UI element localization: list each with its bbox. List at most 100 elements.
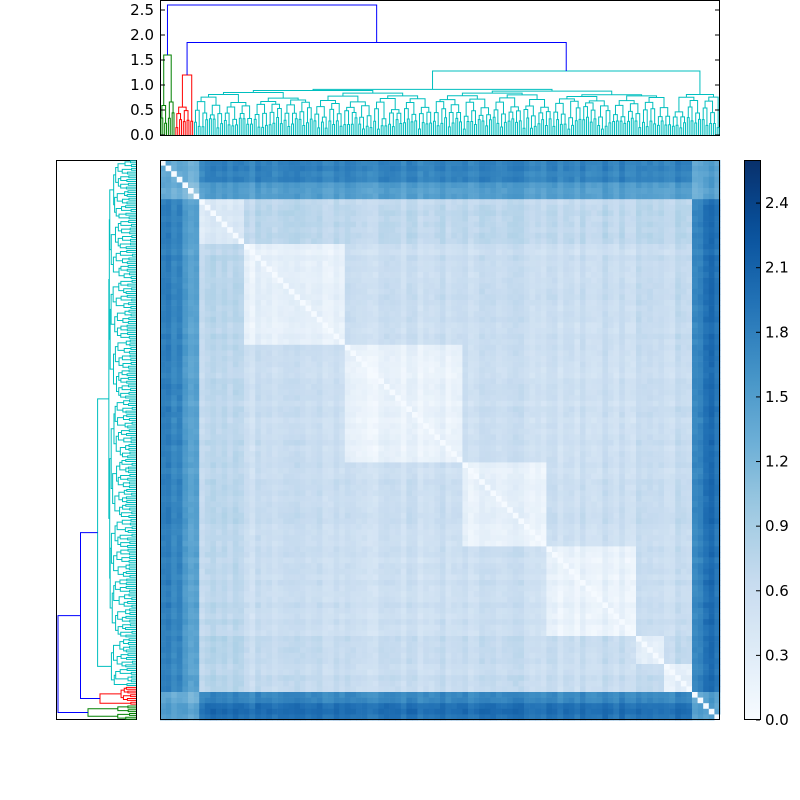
- heatmap-cell: [328, 283, 334, 290]
- heatmap-cell: [445, 328, 452, 334]
- heatmap-cell: [557, 384, 564, 390]
- heatmap-cell: [283, 316, 290, 323]
- heatmap-cell: [613, 165, 620, 172]
- heatmap-cell: [692, 272, 698, 278]
- heatmap-cell: [591, 171, 598, 178]
- heatmap-cell: [479, 182, 486, 189]
- heatmap-cell: [361, 255, 368, 262]
- heatmap-cell: [580, 283, 586, 290]
- heatmap-cell: [456, 199, 463, 206]
- heatmap-cell: [507, 277, 514, 284]
- heatmap-cell: [277, 400, 284, 407]
- heatmap-cell: [574, 171, 581, 178]
- heatmap-cell: [596, 361, 603, 368]
- heatmap-cell: [524, 361, 530, 368]
- heatmap-cell: [540, 384, 547, 390]
- heatmap-cell: [708, 283, 715, 290]
- heatmap-cell: [540, 322, 547, 329]
- heatmap-cell: [647, 395, 654, 402]
- heatmap-cell: [322, 305, 329, 312]
- heatmap-cell: [462, 188, 469, 194]
- heatmap-cell: [266, 344, 273, 351]
- heatmap-cell: [232, 272, 239, 278]
- heatmap-cell: [294, 389, 301, 396]
- heatmap-cell: [546, 288, 553, 295]
- heatmap-cell: [512, 356, 519, 362]
- heatmap-cell: [255, 283, 262, 290]
- heatmap-cell: [608, 367, 614, 374]
- heatmap-cell: [367, 171, 374, 178]
- heatmap-cell: [288, 288, 295, 295]
- heatmap-cell: [434, 367, 441, 374]
- heatmap-cell: [412, 300, 418, 306]
- heatmap-cell: [232, 165, 239, 172]
- heatmap-cell: [624, 356, 631, 362]
- heatmap-cell: [221, 384, 228, 390]
- heatmap-cell: [585, 367, 592, 374]
- heatmap-cell: [451, 238, 458, 245]
- heatmap-cell: [400, 210, 407, 217]
- heatmap-cell: [417, 182, 424, 189]
- heatmap-cell: [535, 238, 542, 245]
- heatmap-cell: [255, 277, 262, 284]
- heatmap-cell: [680, 322, 687, 329]
- heatmap-cell: [244, 333, 250, 340]
- heatmap-cell: [260, 165, 267, 172]
- heatmap-cell: [669, 182, 676, 189]
- heatmap-cell: [311, 210, 318, 217]
- heatmap-cell: [428, 193, 435, 200]
- heatmap-cell: [188, 328, 194, 334]
- heatmap-cell: [591, 356, 598, 362]
- heatmap-cell: [165, 333, 172, 340]
- heatmap-cell: [619, 395, 626, 402]
- heatmap-cell: [238, 255, 245, 262]
- heatmap-cell: [305, 160, 312, 166]
- heatmap-cell: [395, 272, 402, 278]
- heatmap-cell: [602, 288, 609, 295]
- heatmap-cell: [384, 367, 390, 374]
- heatmap-cell: [624, 210, 631, 217]
- heatmap-cell: [490, 316, 497, 323]
- heatmap-cell: [703, 221, 710, 228]
- heatmap-cell: [585, 316, 592, 323]
- heatmap-cell: [227, 395, 234, 402]
- heatmap-cell: [406, 350, 413, 357]
- heatmap-cell: [300, 384, 306, 390]
- heatmap-cell: [456, 372, 463, 379]
- heatmap-cell: [272, 311, 278, 318]
- heatmap-cell: [479, 176, 486, 183]
- heatmap-cell: [305, 165, 312, 172]
- heatmap-cell: [512, 372, 519, 379]
- heatmap-cell: [557, 344, 564, 351]
- heatmap-cell: [641, 339, 648, 346]
- heatmap-cell: [669, 204, 676, 211]
- heatmap-cell: [176, 188, 183, 194]
- heatmap-cell: [529, 272, 536, 278]
- heatmap-cell: [708, 171, 715, 178]
- heatmap-cell: [664, 395, 670, 402]
- heatmap-cell: [636, 199, 642, 206]
- heatmap-cell: [473, 244, 480, 250]
- heatmap-cell: [356, 389, 362, 396]
- heatmap-cell: [372, 344, 379, 351]
- heatmap-cell: [423, 160, 430, 166]
- heatmap-cell: [641, 244, 648, 250]
- heatmap-cell: [305, 193, 312, 200]
- heatmap-cell: [356, 160, 362, 166]
- heatmap-cell: [221, 238, 228, 245]
- heatmap-cell: [647, 238, 654, 245]
- heatmap-cell: [428, 266, 435, 273]
- heatmap-cell: [182, 221, 189, 228]
- heatmap-cell: [210, 316, 217, 323]
- heatmap-cell: [204, 188, 211, 194]
- heatmap-cell: [697, 322, 704, 329]
- heatmap-cell: [311, 344, 318, 351]
- heatmap-cell: [400, 160, 407, 166]
- heatmap-cell: [277, 221, 284, 228]
- heatmap-cell: [468, 182, 474, 189]
- heatmap-cell: [546, 204, 553, 211]
- heatmap-cell: [372, 165, 379, 172]
- heatmap-cell: [367, 238, 374, 245]
- heatmap-cell: [361, 176, 368, 183]
- heatmap-cell: [216, 188, 222, 194]
